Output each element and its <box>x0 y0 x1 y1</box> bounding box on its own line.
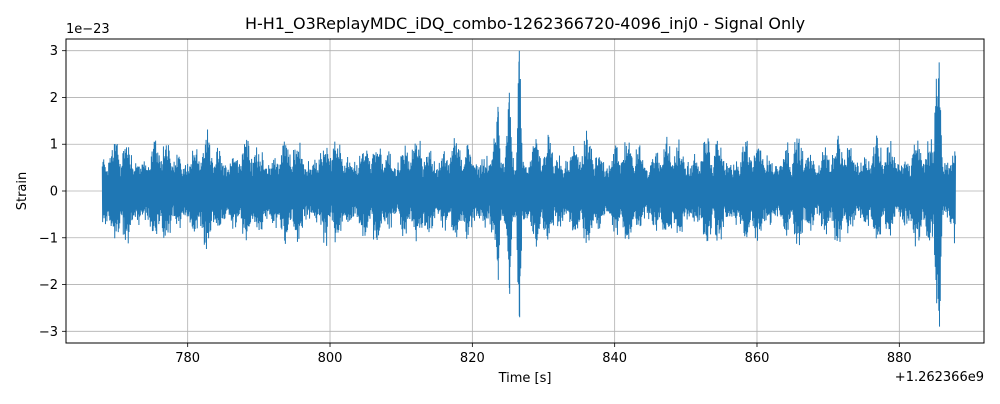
y-axis-label: Strain <box>15 172 30 211</box>
y-tick-label: −2 <box>39 278 58 293</box>
x-tick-label: 860 <box>745 351 770 366</box>
x-offset-label: +1.262366e9 <box>895 370 984 385</box>
series-line-signal <box>101 50 957 327</box>
x-tick-label: 780 <box>175 351 200 366</box>
x-tick-label: 820 <box>460 351 485 366</box>
axis-ticks: 780 800 820 840 860 880 −3 −2 −1 0 1 2 3 <box>39 44 912 366</box>
x-tick-label: 800 <box>318 351 343 366</box>
x-tick-label: 880 <box>887 351 912 366</box>
y-tick-label: −3 <box>39 325 58 340</box>
x-axis-label: Time [s] <box>498 371 552 386</box>
y-tick-label: −1 <box>39 231 58 246</box>
y-tick-label: 1 <box>50 138 58 153</box>
y-tick-label: 0 <box>50 185 58 200</box>
y-multiplier-label: 1e−23 <box>66 22 110 37</box>
y-tick-label: 2 <box>50 91 58 106</box>
y-tick-label: 3 <box>50 44 58 59</box>
chart-title: H-H1_O3ReplayMDC_iDQ_combo-1262366720-40… <box>245 14 805 34</box>
x-tick-label: 840 <box>602 351 627 366</box>
